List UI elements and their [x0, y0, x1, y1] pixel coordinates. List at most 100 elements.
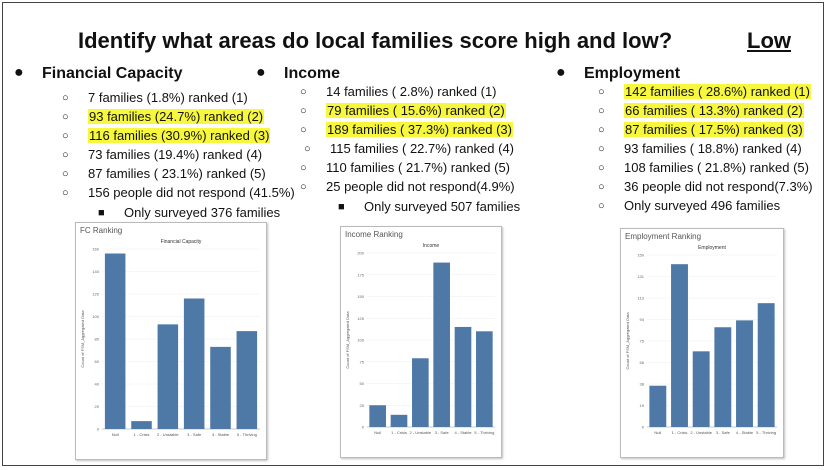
list-item: ○ Only surveyed 496 families	[598, 198, 781, 213]
x-tick-label: 4 - Stable	[454, 430, 472, 435]
list-item: ○ 14 families ( 2.8%) ranked (1)	[300, 84, 497, 99]
list-item: ○ 93 families (24.7%) ranked (2)	[62, 109, 265, 124]
x-tick-label: Null	[374, 430, 381, 435]
x-tick-label: Null	[112, 432, 119, 437]
list-item: ○ 116 families (30.9%) ranked (3)	[62, 128, 271, 143]
bar-2	[692, 351, 710, 427]
x-tick-label: 2 - Unstable	[157, 432, 179, 437]
y-tick-label: 40	[95, 382, 100, 387]
list-item: ○ 87 families ( 17.5%) ranked (3)	[598, 122, 804, 137]
bullet-dot: ●	[256, 64, 266, 81]
y-tick-label: 113	[638, 296, 645, 301]
bar-5	[757, 303, 775, 427]
bar-5	[476, 331, 493, 427]
bar-4	[454, 326, 472, 427]
y-axis-label: Count of FSM_Aggregated Data	[80, 310, 85, 368]
y-axis-label: Count of FSM_Aggregated Data	[625, 312, 630, 370]
heading-income: Income	[284, 65, 341, 82]
y-tick-label: 140	[92, 269, 99, 274]
list-item: ○ 156 people did not respond (41.5%)	[62, 185, 295, 200]
list-item: ○ 73 families (19.4%) ranked (4)	[62, 147, 263, 162]
list-item: ○ 79 families ( 15.6%) ranked (2)	[300, 103, 506, 118]
y-tick-label: 125	[357, 316, 364, 321]
bullet-dot: ●	[14, 64, 24, 81]
chart-fc-ranking: FC Ranking Financial Capacity Count of FS…	[75, 222, 267, 460]
x-tick-label: 4 - Stable	[736, 430, 754, 435]
y-tick-label: 19	[640, 403, 645, 408]
list-item: ○ 87 families ( 23.1%) ranked (5)	[62, 166, 266, 181]
list-item: ○ 115 families ( 22.7%) ranked (4)	[304, 141, 515, 156]
y-tick-label: 20	[95, 404, 100, 409]
bar-2	[412, 358, 429, 427]
x-tick-label: 3 - Safe	[716, 430, 731, 435]
list-item: ○ 7 families (1.8%) ranked (1)	[62, 90, 248, 105]
chart-income-ranking: Income Ranking Income Count of FSM_Aggreg…	[340, 226, 502, 458]
x-tick-label: 1 - Crisis	[134, 432, 150, 437]
heading-financial-capacity: Financial Capacity	[42, 65, 183, 82]
bar-5	[236, 331, 258, 429]
y-tick-label: 120	[92, 292, 99, 297]
bar-2	[157, 324, 179, 429]
list-item: ○ 66 families ( 13.3%) ranked (2)	[598, 103, 804, 118]
list-item: ○ 189 families ( 37.3%) ranked (3)	[300, 122, 513, 137]
y-axis-label: Count of FSM_Aggregated Data	[345, 311, 350, 369]
x-tick-label: 4 - Stable	[212, 432, 230, 437]
slide-title: Identify what areas do local families sc…	[78, 28, 673, 53]
x-tick-label: 1 - Crisis	[672, 430, 688, 435]
list-item: ○ 36 people did not respond(7.3%)	[598, 179, 813, 194]
bar-1	[671, 264, 688, 427]
y-tick-label: 200	[357, 251, 364, 256]
x-tick-label: 5 - Thriving	[474, 430, 494, 435]
survey-note: Only surveyed 376 families	[124, 205, 281, 220]
x-tick-label: 5 - Thriving	[237, 432, 257, 437]
bar-0	[104, 253, 126, 429]
y-tick-label: 56	[640, 360, 645, 365]
list-item: ○ 110 families ( 21.7%) ranked (5)	[300, 160, 511, 175]
bar-0	[369, 405, 386, 427]
square-bullet: ■	[98, 207, 105, 219]
y-tick-label: 150	[637, 253, 644, 258]
x-tick-label: 5 - Thriving	[756, 430, 776, 435]
x-tick-label: 3 - Safe	[187, 432, 202, 437]
bar-chart-svg: Employment Count of FSM_Aggregated Data 0 1…	[625, 245, 777, 435]
y-tick-label: 100	[92, 314, 99, 319]
y-tick-label: 100	[357, 338, 364, 343]
chart-title: Employment Ranking	[625, 232, 702, 241]
y-tick-label: 94	[640, 317, 645, 322]
y-tick-label: 50	[360, 381, 365, 386]
y-tick-label: 0	[97, 427, 100, 432]
y-tick-label: 60	[95, 359, 100, 364]
list-item: ○ 142 families ( 28.6%) ranked (1)	[598, 84, 811, 99]
bar-1	[131, 421, 152, 429]
survey-note: Only surveyed 507 families	[364, 199, 521, 214]
chart-title: FC Ranking	[80, 226, 123, 235]
chart-title: Income Ranking	[345, 230, 403, 239]
y-tick-label: 160	[92, 247, 99, 252]
list-item: ○ 25 people did not respond(4.9%)	[300, 179, 515, 194]
bar-3	[714, 327, 732, 427]
chart-subtitle: Income	[423, 243, 440, 249]
y-tick-label: 131	[637, 274, 644, 279]
chart-subtitle: Financial Capacity	[161, 239, 202, 245]
list-item: ○ 108 families ( 21.8%) ranked (5)	[598, 160, 809, 175]
y-tick-label: 0	[642, 425, 645, 430]
bar-0	[649, 385, 667, 427]
y-tick-label: 25	[360, 403, 365, 408]
low-label: Low	[747, 28, 791, 53]
bar-1	[390, 414, 408, 427]
heading-employment: Employment	[584, 65, 681, 82]
x-tick-label: 2 - Unstable	[690, 430, 712, 435]
y-tick-label: 150	[357, 294, 364, 299]
bullet-dot: ●	[556, 64, 566, 81]
list-item: ○ 93 families ( 18.8%) ranked (4)	[598, 141, 802, 156]
bar-chart-svg: Income Count of FSM_Aggregated Data 0 25 50 7…	[345, 243, 495, 435]
x-tick-label: 1 - Crisis	[391, 430, 407, 435]
square-bullet: ■	[338, 201, 345, 213]
y-tick-label: 38	[640, 382, 645, 387]
bar-3	[433, 262, 450, 427]
bar-4	[210, 346, 231, 429]
x-tick-label: 3 - Safe	[435, 430, 450, 435]
bar-chart-svg: Financial Capacity Count of FSM_Aggregate…	[80, 239, 260, 437]
chart-subtitle: Employment	[698, 245, 726, 251]
